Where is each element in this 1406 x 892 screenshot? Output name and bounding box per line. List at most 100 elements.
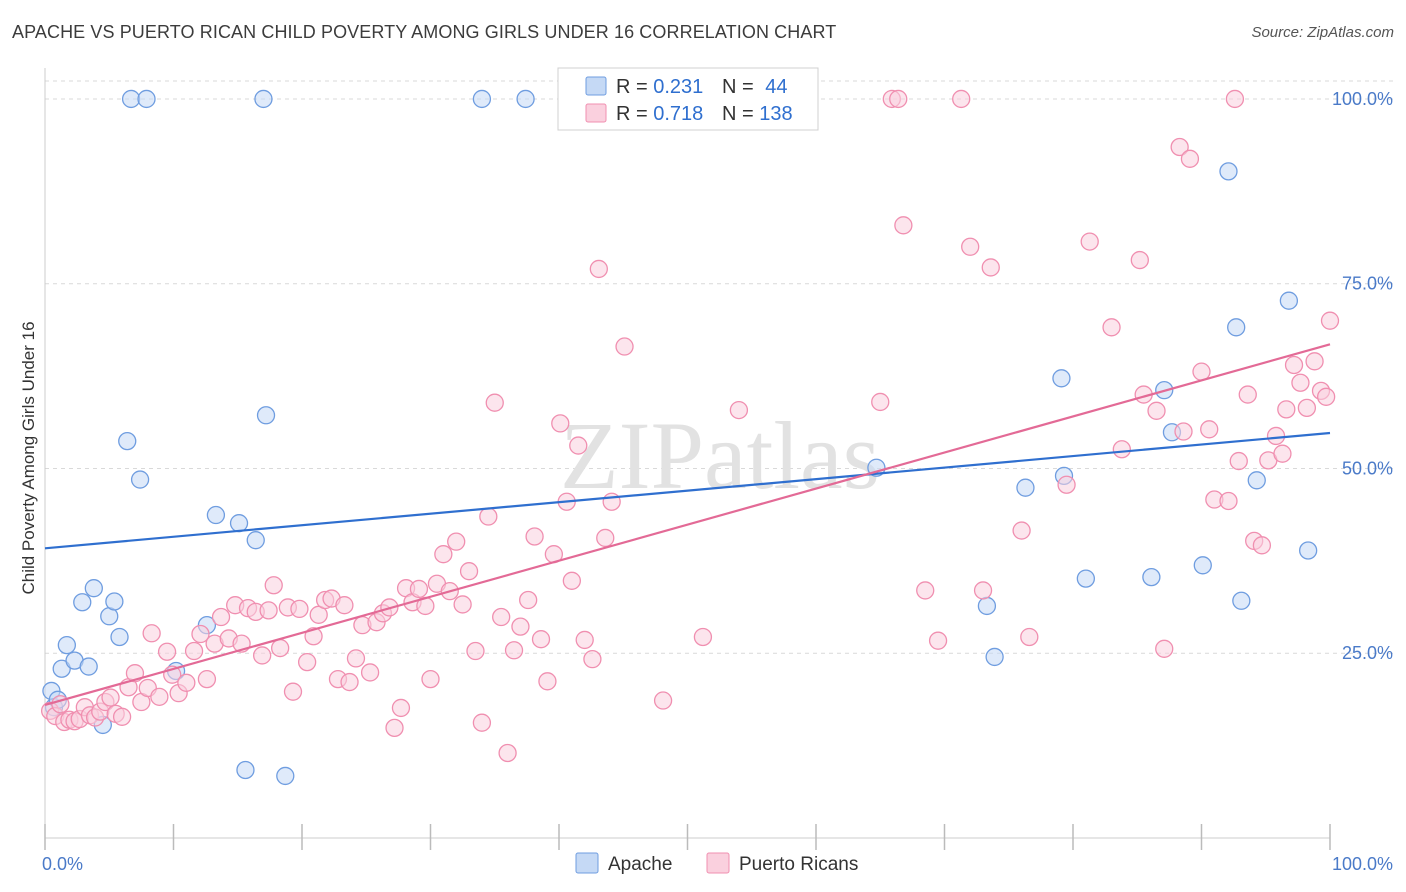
point-puerto-ricans [1219, 491, 1238, 511]
point-puerto-ricans [952, 89, 971, 109]
point-apache [985, 647, 1004, 667]
legend-swatch-apache [585, 76, 607, 96]
point-puerto-ricans [538, 672, 557, 691]
y-tick-labels: 25.0% 50.0% 75.0% 100.0% [1332, 89, 1393, 663]
point-apache [229, 514, 249, 533]
y-tick-label: 25.0% [1342, 643, 1393, 663]
point-puerto-ricans [981, 258, 1000, 277]
point-puerto-ricans [1174, 422, 1193, 441]
trend-lines [44, 343, 1331, 707]
point-puerto-ricans [184, 641, 204, 661]
point-apache [1232, 591, 1251, 610]
point-puerto-ricans [653, 691, 673, 710]
point-puerto-ricans [335, 596, 354, 615]
point-puerto-ricans [340, 672, 359, 692]
point-puerto-ricans [479, 507, 498, 526]
point-puerto-ricans [575, 630, 594, 650]
point-puerto-ricans [1320, 311, 1340, 330]
point-apache [130, 470, 150, 489]
legend-r-value-apache: 0.231 [653, 76, 703, 98]
point-apache [79, 657, 98, 676]
point-apache [206, 505, 226, 525]
point-apache [1076, 569, 1095, 588]
point-puerto-ricans [894, 216, 913, 235]
point-puerto-ricans [596, 528, 615, 548]
point-apache [84, 579, 103, 598]
point-puerto-ricans [447, 532, 466, 551]
point-puerto-ricans [459, 562, 479, 581]
point-puerto-ricans [1012, 521, 1031, 540]
point-puerto-ricans [1170, 137, 1189, 157]
point-puerto-ricans [1266, 426, 1286, 446]
bottom-legend: Apache Puerto Ricans [575, 852, 858, 875]
point-puerto-ricans [961, 237, 980, 256]
point-puerto-ricans [1155, 639, 1174, 658]
point-puerto-ricans [485, 393, 504, 412]
point-puerto-ricans [157, 642, 177, 661]
y-tick-label: 50.0% [1342, 458, 1393, 478]
point-puerto-ricans [1020, 627, 1039, 647]
point-puerto-ricans [729, 400, 749, 420]
point-puerto-ricans [519, 590, 538, 610]
point-puerto-ricans [1305, 352, 1324, 371]
bottom-legend-swatch-puerto-ricans [706, 852, 730, 874]
trend-line-puerto-ricans [44, 343, 1331, 707]
point-apache [1193, 556, 1212, 575]
point-apache [276, 766, 295, 786]
point-puerto-ricans [1252, 536, 1272, 555]
point-puerto-ricans [211, 607, 231, 627]
point-apache [121, 89, 141, 109]
point-apache [137, 89, 156, 109]
point-apache [73, 593, 92, 612]
legend-n-label: N = [722, 103, 759, 125]
point-puerto-ricans [1229, 451, 1248, 471]
point-puerto-ricans [1291, 373, 1310, 392]
point-puerto-ricans [1316, 387, 1336, 406]
svg-text:N = 44: N = 44 [722, 76, 788, 98]
watermark: ZIPatlas [560, 402, 880, 509]
point-apache [516, 89, 535, 109]
point-puerto-ricans [177, 673, 196, 692]
point-puerto-ricans [1147, 401, 1166, 420]
x-tick-label: 0.0% [42, 854, 83, 874]
point-puerto-ricans [264, 576, 283, 595]
point-puerto-ricans [615, 337, 634, 356]
chart-title: APACHE VS PUERTO RICAN CHILD POVERTY AMO… [12, 22, 837, 42]
point-puerto-ricans [562, 571, 581, 590]
point-puerto-ricans [889, 89, 908, 109]
y-tick-label: 100.0% [1332, 89, 1393, 109]
point-puerto-ricans [511, 617, 530, 636]
legend-r-label: R = [616, 103, 653, 125]
point-apache [1016, 478, 1035, 497]
point-puerto-ricans [498, 743, 517, 763]
legend-swatch-puerto-ricans [585, 103, 607, 123]
point-apache [977, 596, 997, 616]
point-puerto-ricans [304, 627, 323, 646]
point-puerto-ricans [409, 579, 429, 599]
point-puerto-ricans [928, 631, 948, 650]
point-puerto-ricans [453, 595, 472, 614]
point-puerto-ricans [101, 688, 120, 707]
point-apache [1247, 471, 1266, 490]
point-puerto-ricans [259, 601, 278, 620]
point-puerto-ricans [551, 414, 570, 433]
point-puerto-ricans [916, 581, 935, 600]
point-apache [57, 635, 76, 655]
point-puerto-ricans [1238, 385, 1257, 404]
bottom-legend-apache: Apache [608, 854, 672, 875]
trend-line-apache [44, 431, 1331, 550]
point-puerto-ricans [1180, 149, 1200, 168]
point-puerto-ricans [434, 545, 453, 564]
y-tick-label: 75.0% [1342, 274, 1393, 294]
svg-text:R = 0.718: R = 0.718 [616, 103, 703, 125]
point-puerto-ricans [290, 599, 309, 619]
point-puerto-ricans [871, 392, 890, 412]
point-puerto-ricans [973, 581, 993, 600]
legend-n-label: N = [722, 76, 759, 98]
point-puerto-ricans [421, 669, 440, 689]
series-puerto-ricans [40, 89, 1340, 763]
point-apache [1142, 567, 1161, 587]
point-puerto-ricans [112, 707, 132, 726]
point-apache [1299, 541, 1318, 560]
